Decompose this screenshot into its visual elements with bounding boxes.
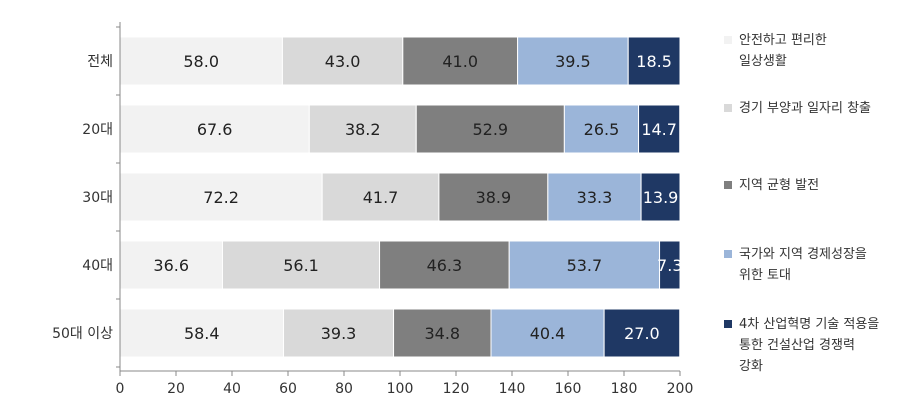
bar-value-label: 40.4 bbox=[530, 324, 566, 343]
bar-segment bbox=[547, 172, 642, 222]
legend-swatch bbox=[724, 320, 732, 328]
bar-segment bbox=[415, 104, 565, 154]
bar-segment bbox=[281, 36, 404, 86]
legend-swatch bbox=[724, 250, 732, 258]
bar-value-label: 7.3 bbox=[657, 256, 682, 275]
y-category-label: 20대 bbox=[82, 122, 113, 138]
bar-segment bbox=[119, 104, 310, 154]
bar-value-label: 18.5 bbox=[636, 52, 672, 71]
x-tick-label: 100 bbox=[387, 381, 414, 397]
y-category-label: 40대 bbox=[82, 258, 113, 274]
bar-segment bbox=[308, 104, 417, 154]
legend-item: 경기 부양과 일자리 창출 bbox=[724, 98, 871, 119]
x-tick-label: 160 bbox=[555, 381, 582, 397]
bar-value-label: 33.3 bbox=[577, 188, 613, 207]
bar-segment bbox=[119, 308, 285, 358]
bar-segment bbox=[379, 240, 510, 290]
bar-value-label: 58.0 bbox=[183, 52, 219, 71]
x-tick-label: 20 bbox=[167, 381, 185, 397]
x-tick-label: 140 bbox=[499, 381, 526, 397]
bar-segment bbox=[402, 36, 519, 86]
legend-swatch bbox=[724, 36, 732, 44]
value-labels-layer: 58.0 43.0 41.0 39.5 18.5 67.6 38.2 52.9 26.5 14.7… bbox=[153, 52, 682, 343]
x-tick-label: 200 bbox=[667, 381, 694, 397]
bar-segment bbox=[119, 36, 283, 86]
y-category-label: 50대 이상 bbox=[52, 326, 113, 342]
legend-label: 4차 산업혁명 기술 적용을 통한 건설산업 경쟁력 강화 bbox=[739, 317, 880, 374]
bar-value-label: 14.7 bbox=[641, 120, 677, 139]
y-category-label: 전체 bbox=[87, 54, 113, 70]
legend-label: 지역 균형 발전 bbox=[739, 178, 820, 193]
legend-item: 안전하고 편리한 일상생활 bbox=[724, 30, 827, 72]
bar-value-label: 26.5 bbox=[584, 120, 620, 139]
x-tick-label: 40 bbox=[223, 381, 241, 397]
bar-value-label: 56.1 bbox=[283, 256, 319, 275]
bar-value-label: 39.3 bbox=[321, 324, 357, 343]
x-tick-label: 180 bbox=[611, 381, 638, 397]
bar-value-label: 39.5 bbox=[555, 52, 591, 71]
bar-segment bbox=[283, 308, 395, 358]
bar-segment bbox=[490, 308, 605, 358]
bar-segment bbox=[221, 240, 381, 290]
bar-value-label: 38.2 bbox=[345, 120, 381, 139]
x-tick-label: 60 bbox=[279, 381, 297, 397]
bar-segment bbox=[393, 308, 492, 358]
bar-segment bbox=[627, 36, 681, 86]
legend-label: 국가와 지역 경제성장을 위한 토대 bbox=[739, 247, 867, 283]
bar-value-label: 13.9 bbox=[643, 188, 679, 207]
bar-value-label: 52.9 bbox=[472, 120, 508, 139]
bar-segment bbox=[638, 104, 681, 154]
bar-value-label: 41.7 bbox=[363, 188, 399, 207]
bar-segment bbox=[659, 240, 681, 290]
y-category-label: 30대 bbox=[82, 190, 113, 206]
bar-segment bbox=[517, 36, 629, 86]
x-axis: 0 20 40 60 80 100 120 140 160 180 200 bbox=[116, 370, 694, 397]
legend-item: 4차 산업혁명 기술 적용을 통한 건설산업 경쟁력 강화 bbox=[724, 314, 879, 377]
legend-swatch bbox=[724, 181, 732, 189]
bar-value-label: 43.0 bbox=[325, 52, 361, 71]
x-tick-label: 80 bbox=[335, 381, 353, 397]
legend-item: 국가와 지역 경제성장을 위한 토대 bbox=[724, 244, 867, 286]
bar-segment bbox=[563, 104, 640, 154]
bar-value-label: 46.3 bbox=[427, 256, 463, 275]
bar-value-label: 72.2 bbox=[203, 188, 239, 207]
bar-value-label: 34.8 bbox=[424, 324, 460, 343]
bar-value-label: 67.6 bbox=[197, 120, 233, 139]
bar-segment bbox=[438, 172, 549, 222]
y-axis: 전체 20대 30대 40대 50대 이상 bbox=[52, 22, 121, 371]
legend-item: 지역 균형 발전 bbox=[724, 175, 819, 196]
bar-value-label: 41.0 bbox=[442, 52, 478, 71]
bar-value-label: 38.9 bbox=[476, 188, 512, 207]
bar-segment bbox=[603, 308, 681, 358]
bar-segment bbox=[640, 172, 681, 222]
bar-value-label: 36.6 bbox=[153, 256, 189, 275]
bar-segment bbox=[321, 172, 440, 222]
bar-value-label: 27.0 bbox=[624, 324, 660, 343]
x-tick-label: 120 bbox=[443, 381, 470, 397]
legend-label: 경기 부양과 일자리 창출 bbox=[739, 101, 871, 116]
legend-label: 안전하고 편리한 일상생활 bbox=[739, 33, 827, 69]
legend-swatch bbox=[724, 104, 732, 112]
bar-value-label: 58.4 bbox=[184, 324, 220, 343]
bar-value-label: 53.7 bbox=[567, 256, 603, 275]
bar-segment bbox=[508, 240, 661, 290]
bars-layer bbox=[119, 36, 681, 358]
x-tick-label: 0 bbox=[116, 381, 125, 397]
